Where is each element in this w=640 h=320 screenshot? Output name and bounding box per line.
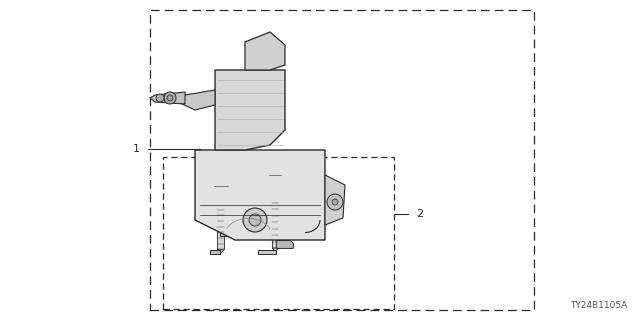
Circle shape — [243, 208, 267, 232]
Bar — [163, 157, 394, 309]
Bar — [268, 168, 282, 182]
Circle shape — [332, 199, 338, 205]
Bar — [212, 180, 229, 192]
Polygon shape — [215, 70, 285, 150]
Polygon shape — [195, 150, 325, 240]
Circle shape — [164, 92, 176, 104]
Bar — [216, 192, 226, 196]
Bar — [150, 10, 534, 310]
Polygon shape — [276, 240, 293, 248]
Circle shape — [327, 194, 343, 210]
Bar — [218, 204, 224, 249]
Circle shape — [167, 95, 173, 101]
Text: TY24B1105A: TY24B1105A — [570, 301, 627, 310]
Bar — [273, 196, 278, 248]
Polygon shape — [218, 249, 224, 253]
Polygon shape — [211, 250, 220, 254]
Text: 1: 1 — [132, 144, 140, 154]
Polygon shape — [220, 214, 276, 236]
Polygon shape — [325, 175, 345, 225]
Polygon shape — [180, 90, 215, 110]
Circle shape — [249, 214, 261, 226]
Circle shape — [156, 94, 164, 102]
Polygon shape — [245, 32, 285, 70]
Polygon shape — [150, 92, 185, 104]
Polygon shape — [259, 250, 276, 254]
Polygon shape — [273, 248, 278, 252]
Text: 2: 2 — [416, 209, 423, 220]
Bar — [271, 182, 279, 187]
